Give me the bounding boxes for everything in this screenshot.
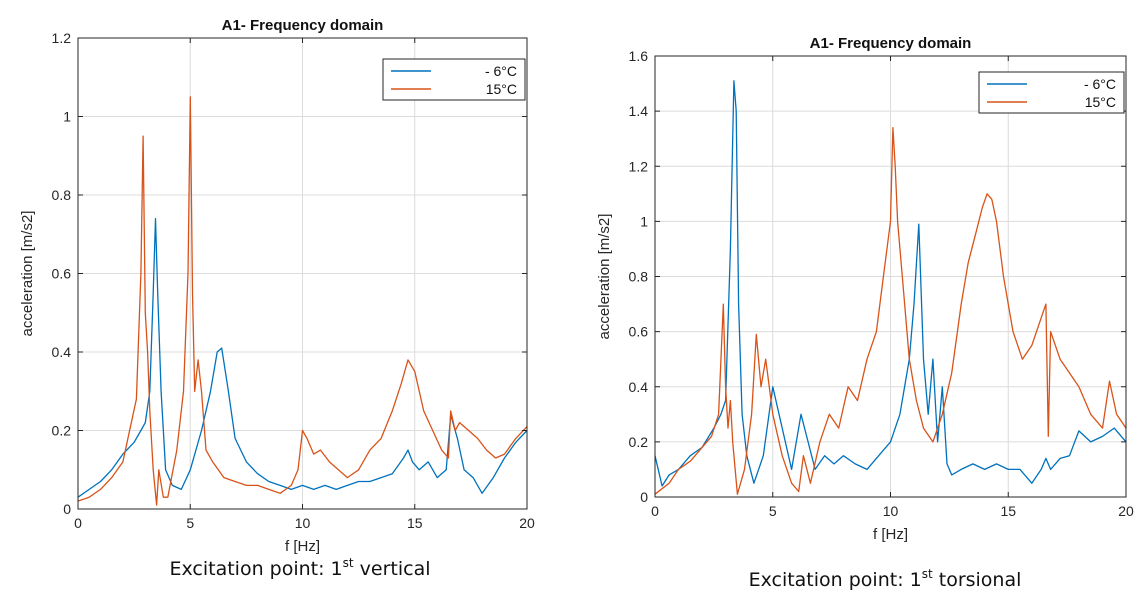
x-tick-label: 10	[295, 515, 311, 531]
legend-entry: - 6°C	[485, 63, 517, 79]
y-tick-label: 1.2	[52, 30, 72, 46]
legend-box	[382, 58, 526, 101]
legend: - 6°C 15°C	[978, 71, 1125, 114]
x-tick-label: 5	[186, 515, 194, 531]
y-tick-label: 0.2	[52, 423, 72, 439]
legend-entry: 15°C	[1085, 94, 1116, 110]
chart-title: A1- Frequency domain	[810, 35, 972, 52]
y-tick-label: 0.6	[629, 324, 649, 340]
x-tick-label: 0	[74, 515, 82, 531]
chart-title: A1- Frequency domain	[222, 17, 384, 34]
y-tick-label: 0.2	[629, 434, 649, 450]
chart-vertical-excitation: 0 5 10 15 20 0 0.2 0.4 0.6 0.8 1 1.2 A1- Frequency d…	[19, 17, 535, 580]
x-tick-label: 10	[883, 503, 899, 519]
legend-entry: - 6°C	[1084, 76, 1116, 92]
y-tick-label: 1.4	[629, 103, 649, 119]
y-axis-label: acceleration [m/s2]	[596, 214, 613, 340]
series-line-15c	[77, 96, 528, 506]
legend: - 6°C 15°C	[382, 58, 526, 101]
x-tick-label: 15	[1000, 503, 1016, 519]
figure-caption: Excitation point: 1st vertical	[169, 556, 430, 580]
y-tick-label: 0	[640, 489, 648, 505]
x-axis-label: f [Hz]	[873, 526, 908, 543]
y-axis-label: acceleration [m/s2]	[19, 211, 36, 337]
y-tick-label: 0.8	[629, 269, 649, 285]
y-tick-label: 1.2	[629, 158, 649, 174]
series-line-minus-6c	[77, 217, 528, 498]
y-tick-label: 1.6	[629, 48, 649, 64]
x-tick-label: 15	[407, 515, 423, 531]
y-tick-label: 1	[640, 213, 648, 229]
chart-torsional-excitation: 0 5 10 15 20 0 0.2 0.4 0.6 0.8 1 1.2 1.4 1.6 A1- Frequ…	[596, 35, 1134, 591]
legend-box	[978, 71, 1125, 114]
figure-caption: Excitation point: 1st torsional	[749, 567, 1022, 591]
x-tick-label: 20	[1118, 503, 1134, 519]
x-axis-label: f [Hz]	[285, 538, 320, 555]
y-tick-label: 0.8	[52, 187, 72, 203]
x-tick-label: 5	[769, 503, 777, 519]
x-tick-label: 0	[651, 503, 659, 519]
x-tick-label: 20	[519, 515, 535, 531]
y-tick-label: 0	[63, 501, 71, 517]
y-tick-label: 0.6	[52, 266, 72, 282]
y-tick-label: 1	[63, 109, 71, 125]
series-line-15c	[654, 127, 1127, 495]
legend-entry: 15°C	[486, 81, 517, 97]
y-tick-label: 0.4	[52, 344, 72, 360]
y-tick-label: 0.4	[629, 379, 649, 395]
series-line-minus-6c	[654, 80, 1127, 487]
